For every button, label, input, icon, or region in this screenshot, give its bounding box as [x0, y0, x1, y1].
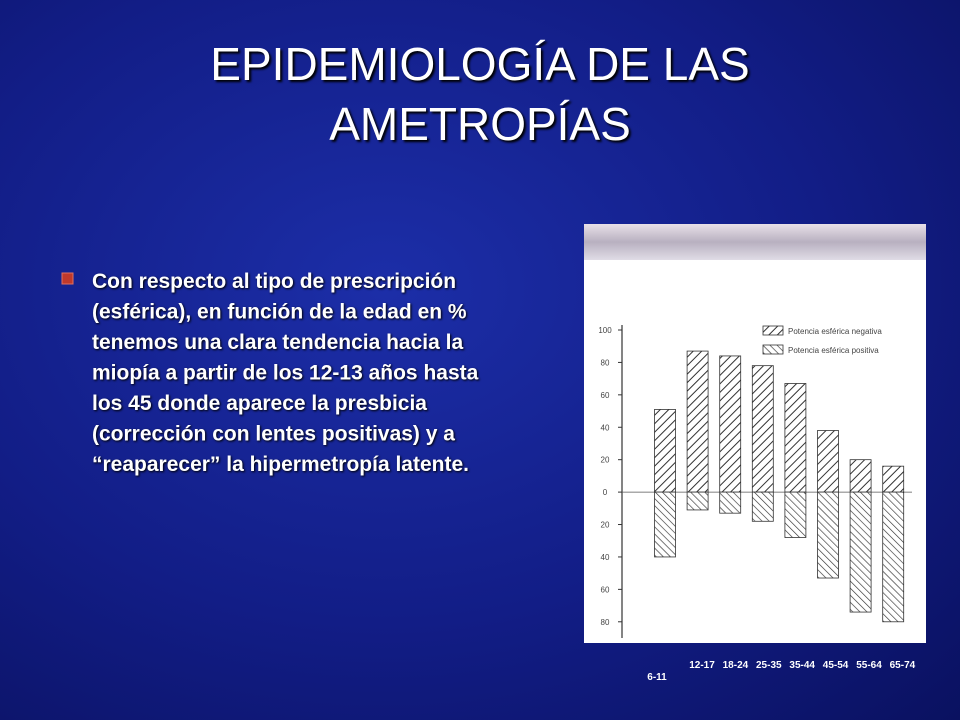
x-tick-label: 45-54 [823, 660, 849, 671]
bar [686, 491, 709, 511]
x-tick-label: 25-35 [756, 660, 782, 671]
bar [654, 409, 676, 493]
y-tick-label: 60 [601, 391, 610, 400]
x-tick-label: 65-74 [890, 660, 916, 671]
bar [882, 491, 905, 623]
y-tick-label: 80 [601, 618, 610, 627]
y-tick-label: 40 [601, 553, 610, 562]
y-tick-label: 100 [598, 326, 612, 335]
x-tick-label: 55-64 [856, 660, 882, 671]
bar [719, 355, 742, 493]
x-tick-label: 12-17 [689, 660, 715, 671]
bar [817, 430, 839, 493]
bar [686, 350, 709, 493]
bullet-text: “reaparecer” la hipermetropía latente. [92, 453, 469, 476]
bar [654, 491, 676, 558]
bar [784, 383, 807, 493]
bullet-text: miopía a partir de los 12-13 años hasta [92, 362, 479, 385]
bar [849, 491, 872, 613]
x-tick-label: 35-44 [789, 660, 815, 671]
legend-swatch [762, 325, 784, 336]
bar [817, 491, 839, 579]
bar [882, 465, 905, 493]
bullet-text: tenemos una clara tendencia hacia la [92, 331, 463, 354]
legend-label: Potencia esférica positiva [788, 346, 879, 355]
bullet-icon [61, 272, 74, 285]
legend-swatch [762, 344, 784, 355]
bar [751, 491, 774, 522]
title-line: EPIDEMIOLOGÍA DE LAS [210, 38, 749, 90]
x-tick-label: 6-11 [647, 672, 667, 683]
bullet-text: (corrección con lentes positivas) y a [92, 423, 455, 446]
bullet-text: (esférica), en función de la edad en % [92, 301, 467, 324]
bar [784, 491, 807, 538]
bar [849, 459, 872, 493]
y-tick-label: 40 [601, 423, 610, 432]
bullet-text: Con respecto al tipo de prescripción [92, 270, 456, 293]
bar [719, 491, 742, 514]
image-header [584, 224, 926, 260]
bar [751, 365, 774, 493]
legend-label: Potencia esférica negativa [788, 327, 882, 336]
title-line: AMETROPÍAS [329, 98, 631, 150]
y-tick-label: 20 [601, 456, 610, 465]
bullet-text: los 45 donde aparece la presbicia [92, 392, 427, 415]
y-tick-label: 60 [601, 585, 610, 594]
y-tick-label: 20 [601, 521, 610, 530]
x-tick-label: 18-24 [723, 660, 749, 671]
y-tick-label: 80 [601, 358, 610, 367]
y-tick-label: 0 [603, 488, 608, 497]
